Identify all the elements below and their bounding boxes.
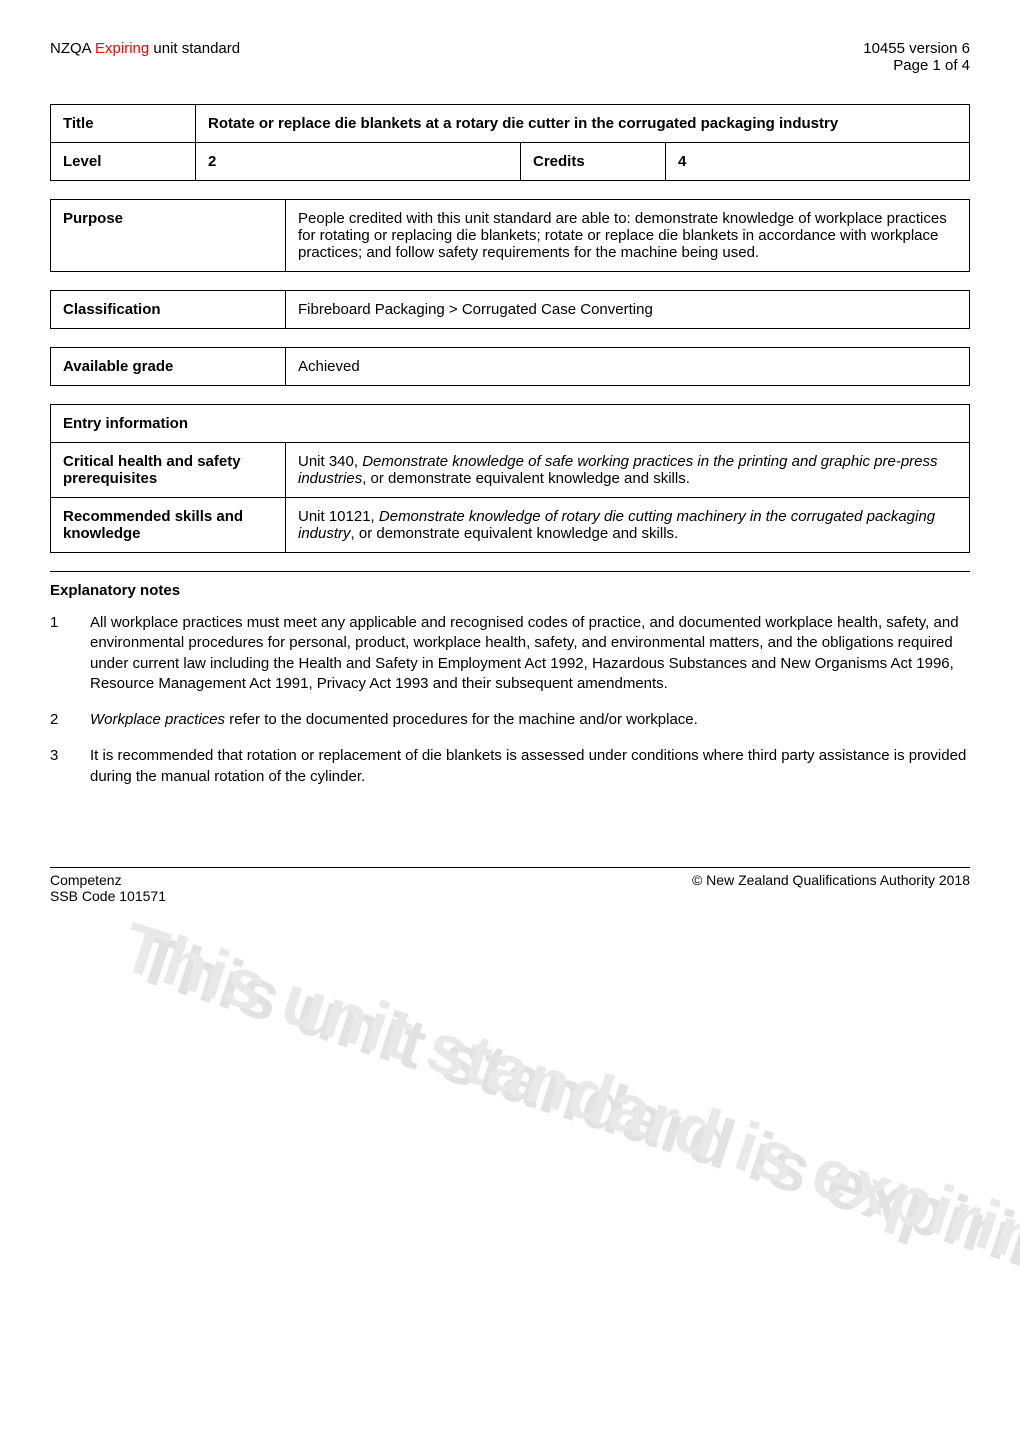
entry-row-pre-1: Unit 10121, [298, 508, 379, 525]
watermark-shadow: This unit standard is expiring [126, 916, 1020, 1303]
table-row: Classification Fibreboard Packaging > Co… [51, 291, 970, 329]
footer-code: SSB Code 101571 [50, 888, 166, 904]
note-italic-1: Workplace practices [90, 711, 225, 728]
list-item: Workplace practices refer to the documen… [50, 710, 970, 730]
entry-heading: Entry information [51, 405, 970, 443]
list-item: It is recommended that rotation or repla… [50, 746, 970, 787]
purpose-label: Purpose [51, 200, 286, 272]
entry-row-label-0: Critical health and safety prerequisites [51, 443, 286, 498]
level-value: 2 [196, 143, 521, 181]
footer-left: Competenz SSB Code 101571 [50, 872, 166, 904]
credits-value: 4 [666, 143, 970, 181]
header-right: 10455 version 6 Page 1 of 4 [863, 40, 970, 74]
header-left: NZQA Expiring unit standard [50, 40, 240, 74]
entry-row-text-1: Unit 10121, Demonstrate knowledge of rot… [286, 498, 970, 553]
watermark-text: This unit standard is expiring [112, 906, 1020, 1293]
credits-label: Credits [521, 143, 666, 181]
entry-row-pre-0: Unit 340, [298, 453, 362, 470]
entry-row-post-0: , or demonstrate equivalent knowledge an… [362, 470, 690, 487]
title-row: Title Rotate or replace die blankets at … [51, 105, 970, 143]
table-row: Critical health and safety prerequisites… [51, 443, 970, 498]
note-text-0: All workplace practices must meet any ap… [90, 614, 959, 692]
entry-row-label-1: Recommended skills and knowledge [51, 498, 286, 553]
grade-label: Available grade [51, 348, 286, 386]
explanatory-heading: Explanatory notes [50, 582, 970, 599]
level-row: Level 2 Credits 4 [51, 143, 970, 181]
page-number: Page 1 of 4 [863, 57, 970, 74]
footer-right: © New Zealand Qualifications Authority 2… [692, 872, 970, 904]
footer-org: Competenz [50, 872, 166, 888]
classification-table: Classification Fibreboard Packaging > Co… [50, 290, 970, 329]
title-label: Title [51, 105, 196, 143]
table-row: Purpose People credited with this unit s… [51, 200, 970, 272]
list-item: All workplace practices must meet any ap… [50, 613, 970, 694]
table-row: Recommended skills and knowledge Unit 10… [51, 498, 970, 553]
explanatory-list: All workplace practices must meet any ap… [50, 613, 970, 787]
page-footer: Competenz SSB Code 101571 © New Zealand … [50, 867, 970, 904]
version-text: 10455 version 6 [863, 40, 970, 57]
grade-table: Available grade Achieved [50, 347, 970, 386]
classification-text: Fibreboard Packaging > Corrugated Case C… [286, 291, 970, 329]
title-text: Rotate or replace die blankets at a rota… [196, 105, 970, 143]
divider [50, 571, 970, 572]
classification-label: Classification [51, 291, 286, 329]
org-name: NZQA [50, 40, 91, 57]
purpose-table: Purpose People credited with this unit s… [50, 199, 970, 272]
title-table: Title Rotate or replace die blankets at … [50, 104, 970, 181]
entry-info-table: Entry information Critical health and sa… [50, 404, 970, 553]
note-text-1: refer to the documented procedures for t… [225, 711, 698, 728]
entry-row-post-1: , or demonstrate equivalent knowledge an… [351, 525, 679, 542]
doc-type: unit standard [153, 40, 240, 57]
purpose-text: People credited with this unit standard … [286, 200, 970, 272]
note-text-2: It is recommended that rotation or repla… [90, 747, 966, 784]
status-text: Expiring [95, 40, 149, 57]
level-label: Level [51, 143, 196, 181]
entry-heading-row: Entry information [51, 405, 970, 443]
entry-row-text-0: Unit 340, Demonstrate knowledge of safe … [286, 443, 970, 498]
grade-text: Achieved [286, 348, 970, 386]
page-header: NZQA Expiring unit standard 10455 versio… [50, 40, 970, 74]
table-row: Available grade Achieved [51, 348, 970, 386]
